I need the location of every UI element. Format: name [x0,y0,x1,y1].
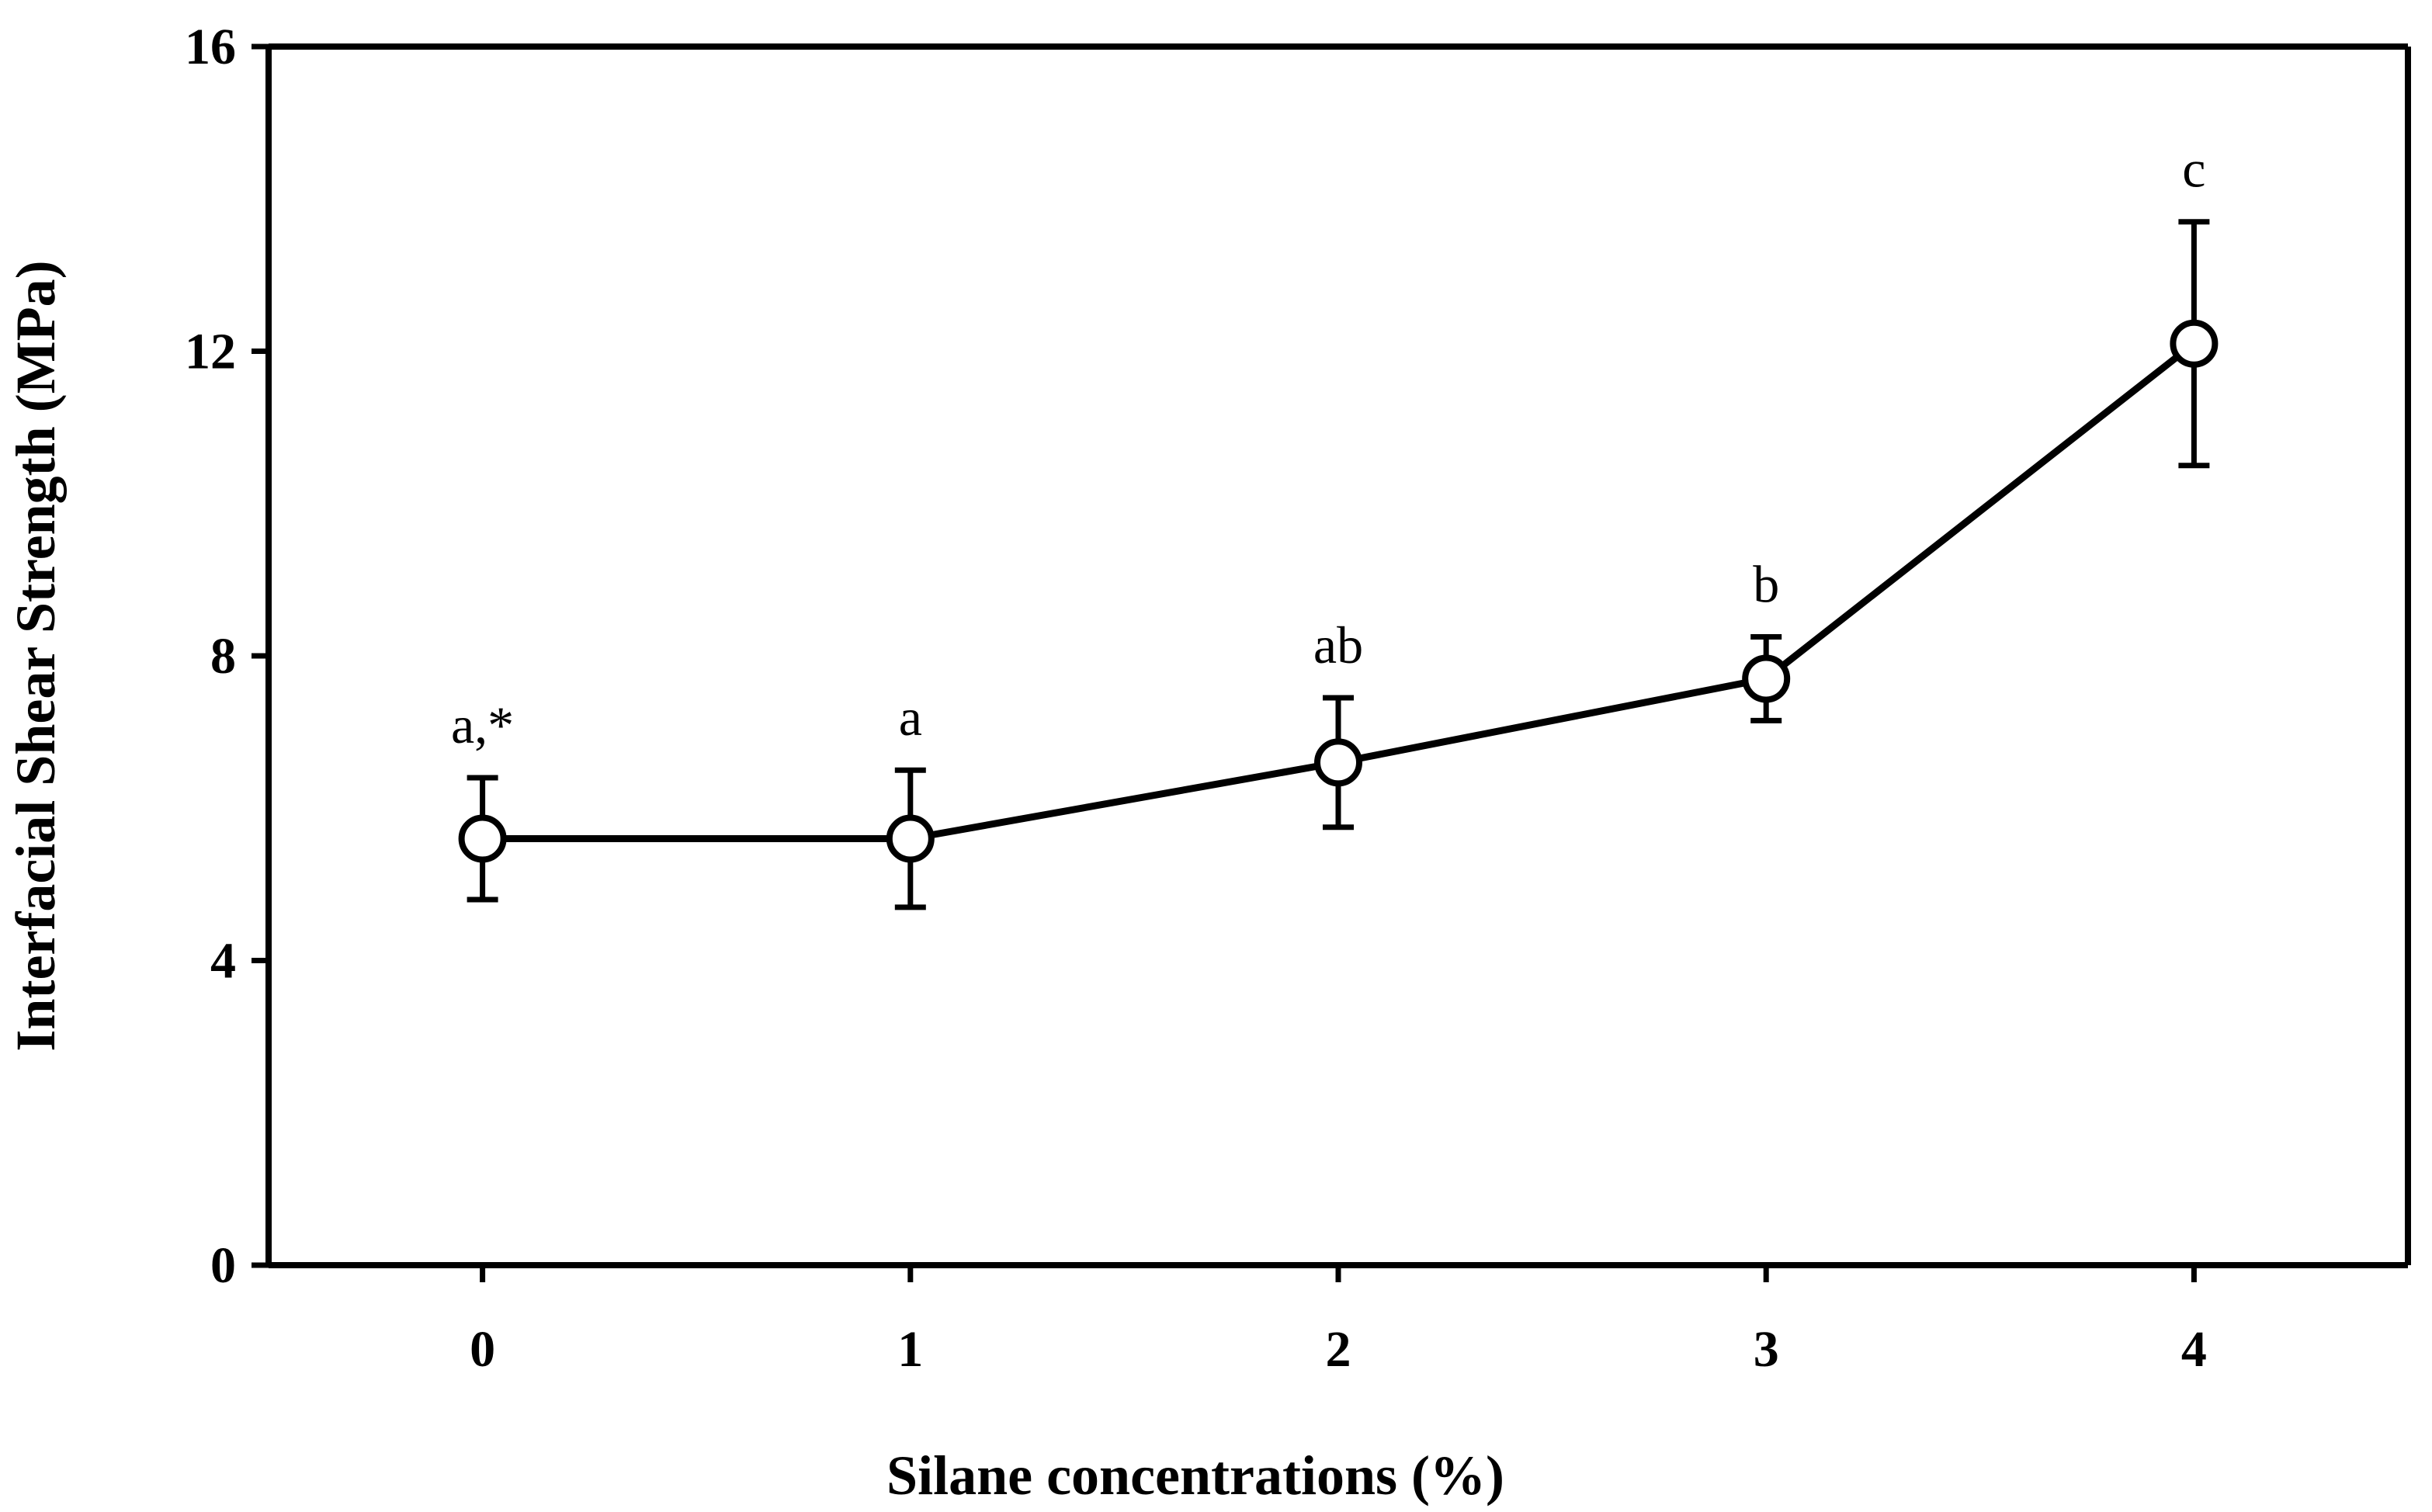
x-tick-label: 2 [1326,1321,1351,1378]
data-point [886,814,935,863]
y-tick-label: 0 [210,1237,236,1294]
significance-label: a,* [451,695,514,754]
data-point [1742,654,1791,703]
data-point [458,814,507,863]
significance-label: ab [1313,616,1363,675]
y-tick-label: 8 [210,628,236,685]
data-point [2170,319,2219,368]
significance-label: b [1753,554,1779,613]
y-axis-title: Interfacial Shear Strength (MPa) [5,260,67,1051]
significance-label: c [2182,140,2205,199]
y-tick-label: 4 [210,933,236,990]
x-tick-label: 0 [470,1321,495,1378]
x-tick-label: 1 [897,1321,923,1378]
data-point [1314,738,1362,787]
significance-label: a [899,688,922,747]
data-series: a,* a ab b c [451,140,2219,910]
x-axis-title: Silane concentrations (%) [886,1444,1504,1507]
x-tick-label: 4 [2181,1321,2207,1378]
y-tick-label: 12 [185,324,236,380]
x-tick-label: 3 [1754,1321,1779,1378]
x-axis-ticks: 0 1 2 3 4 [470,1265,2207,1378]
y-tick-label: 16 [185,19,236,75]
y-axis-ticks: 0 4 8 12 16 [185,19,269,1294]
